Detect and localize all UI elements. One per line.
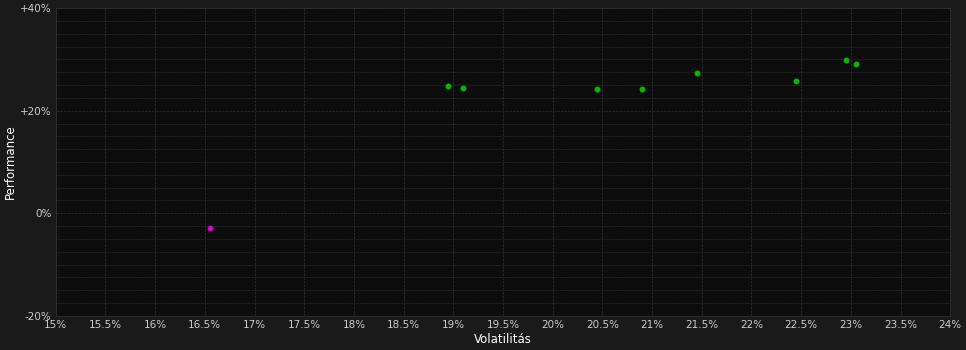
Y-axis label: Performance: Performance (4, 125, 17, 200)
X-axis label: Volatilitás: Volatilitás (474, 333, 532, 346)
Point (456, 85, 471, 91)
Point (202, 225, 217, 231)
Point (838, 58, 854, 63)
Point (788, 78, 804, 84)
Point (635, 86, 650, 91)
Point (589, 86, 605, 91)
Point (689, 70, 704, 76)
Point (848, 61, 864, 67)
Point (440, 83, 456, 89)
